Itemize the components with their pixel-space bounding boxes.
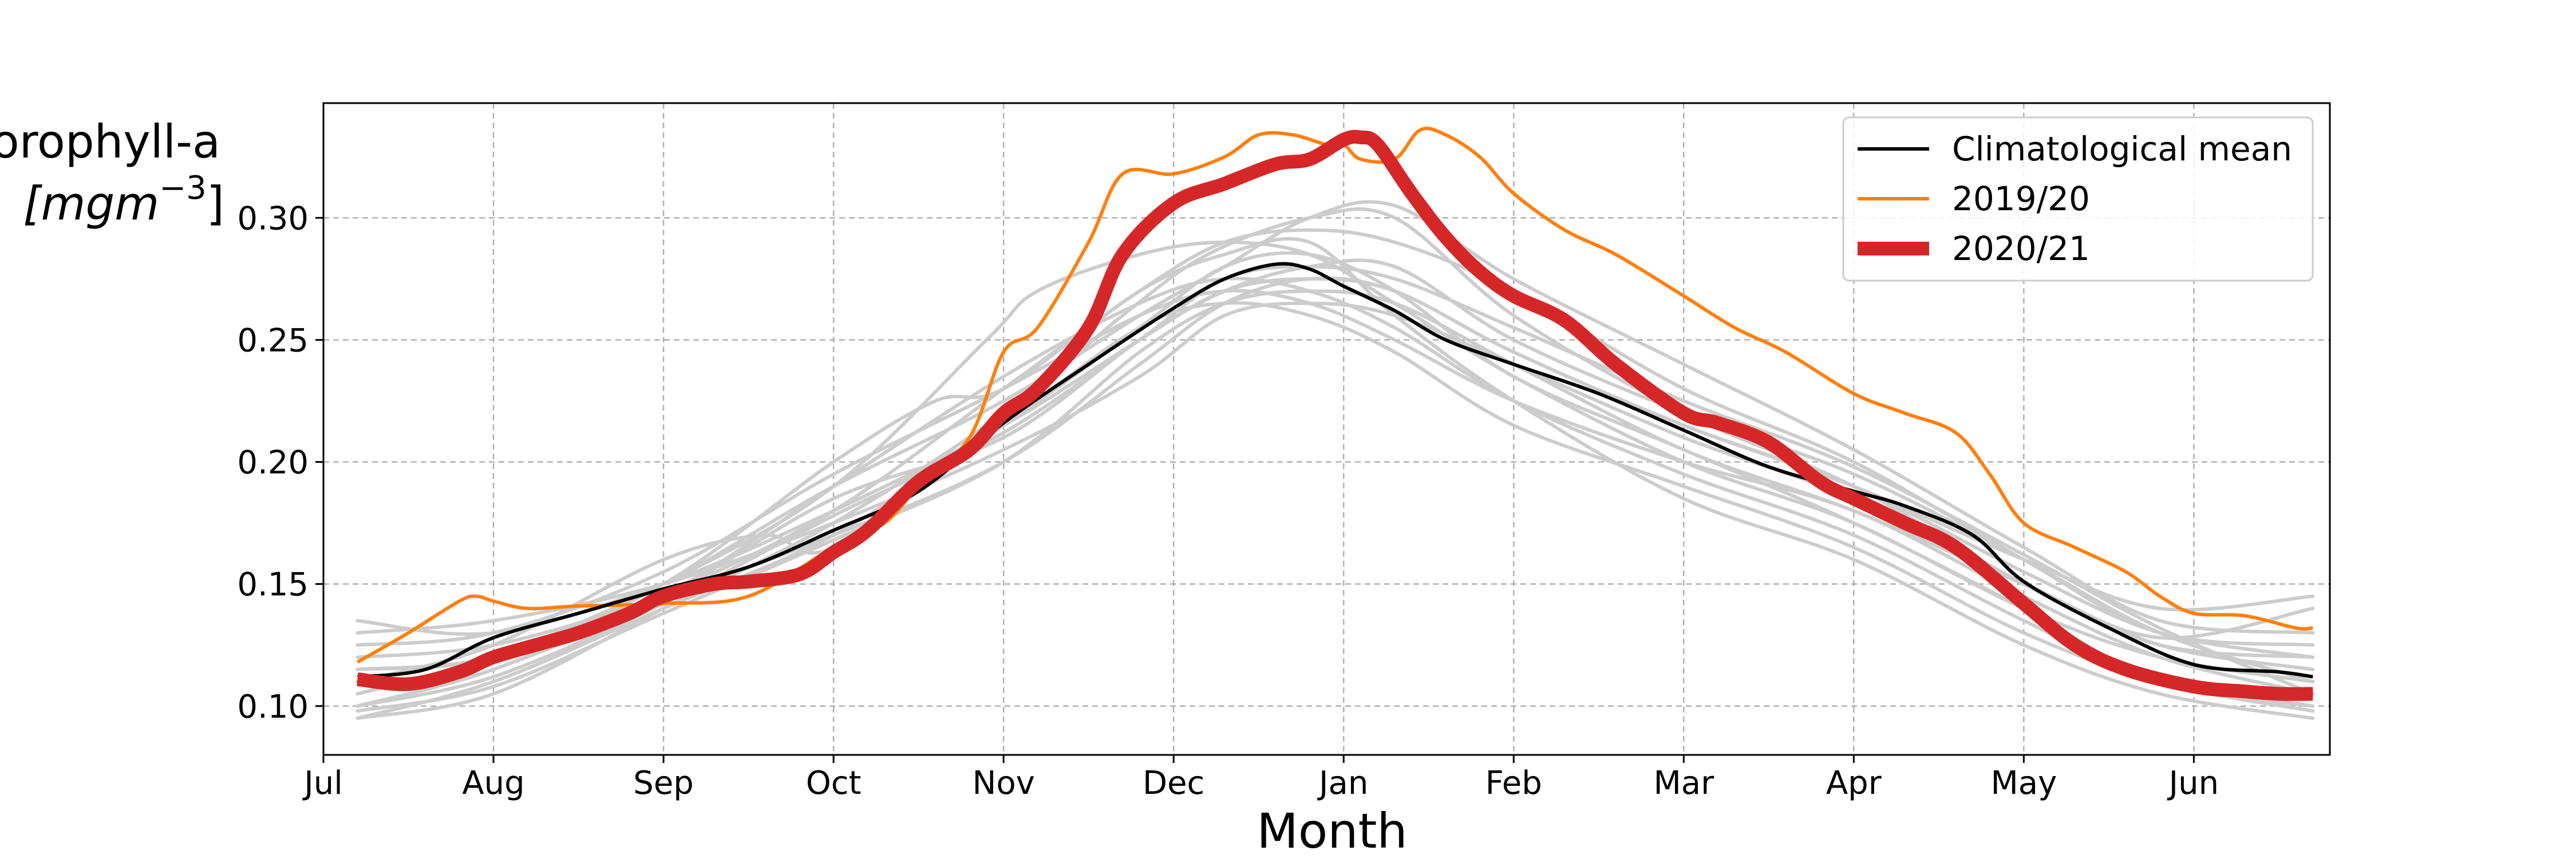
y-tick-label: 0.10 <box>237 688 309 726</box>
y-unit-exponent: −3 <box>159 170 207 207</box>
y-tick-label: 0.15 <box>237 566 309 604</box>
x-tick-label: Jul <box>302 765 343 802</box>
y-axis-title-line2: [mgm−3] <box>23 170 224 230</box>
legend: Climatological mean 2019/20 2020/21 <box>1842 116 2314 282</box>
legend-label: 2020/21 <box>1952 229 2090 268</box>
x-tick-label: Jan <box>1317 765 1368 802</box>
ticks: Jul Aug Sep Oct Nov Dec Jan Feb Mar Apr May Jun 0.10… <box>237 200 2219 802</box>
x-tick-label: Oct <box>806 765 862 802</box>
background-series-line <box>355 277 2315 713</box>
y-tick-label: 0.20 <box>237 444 309 482</box>
x-axis-title: Month <box>1257 803 1407 859</box>
background-series-line <box>355 289 2315 696</box>
series-line-2020-21 <box>357 129 2313 701</box>
y-tick-label: 0.25 <box>237 322 309 359</box>
background-series-line <box>355 289 2315 713</box>
x-tick-label: Mar <box>1653 765 1714 802</box>
x-tick-label: May <box>1990 765 2057 802</box>
legend-box <box>1842 116 2314 282</box>
plot-frame <box>322 102 2331 756</box>
legend-label: 2019/20 <box>1952 179 2090 218</box>
y-unit-prefix: [mgm <box>23 177 159 230</box>
x-tick-label: Aug <box>462 765 524 802</box>
x-tick-label: Sep <box>633 765 694 802</box>
y-axis-title: Chlorophyll-a [mgm−3] <box>0 115 224 230</box>
y-tick-label: 0.30 <box>237 200 309 237</box>
background-series-line <box>355 240 2315 684</box>
series-line-climatological-mean <box>357 262 2313 679</box>
x-tick-label: Apr <box>1826 765 1882 802</box>
background-series-line <box>355 228 2315 708</box>
x-tick-label: Feb <box>1485 765 1542 802</box>
y-unit-close: ] <box>207 177 224 230</box>
x-tick-label: Jun <box>2167 765 2219 802</box>
y-axis-title-line1: Chlorophyll-a <box>0 115 220 168</box>
x-tick-label: Dec <box>1143 765 1204 802</box>
background-series-line <box>355 237 2315 721</box>
series-group <box>356 127 2313 701</box>
background-series-line <box>355 301 2315 708</box>
legend-label: Climatological mean <box>1952 129 2292 168</box>
x-tick-label: Nov <box>972 765 1034 802</box>
background-series-line <box>355 265 2315 708</box>
